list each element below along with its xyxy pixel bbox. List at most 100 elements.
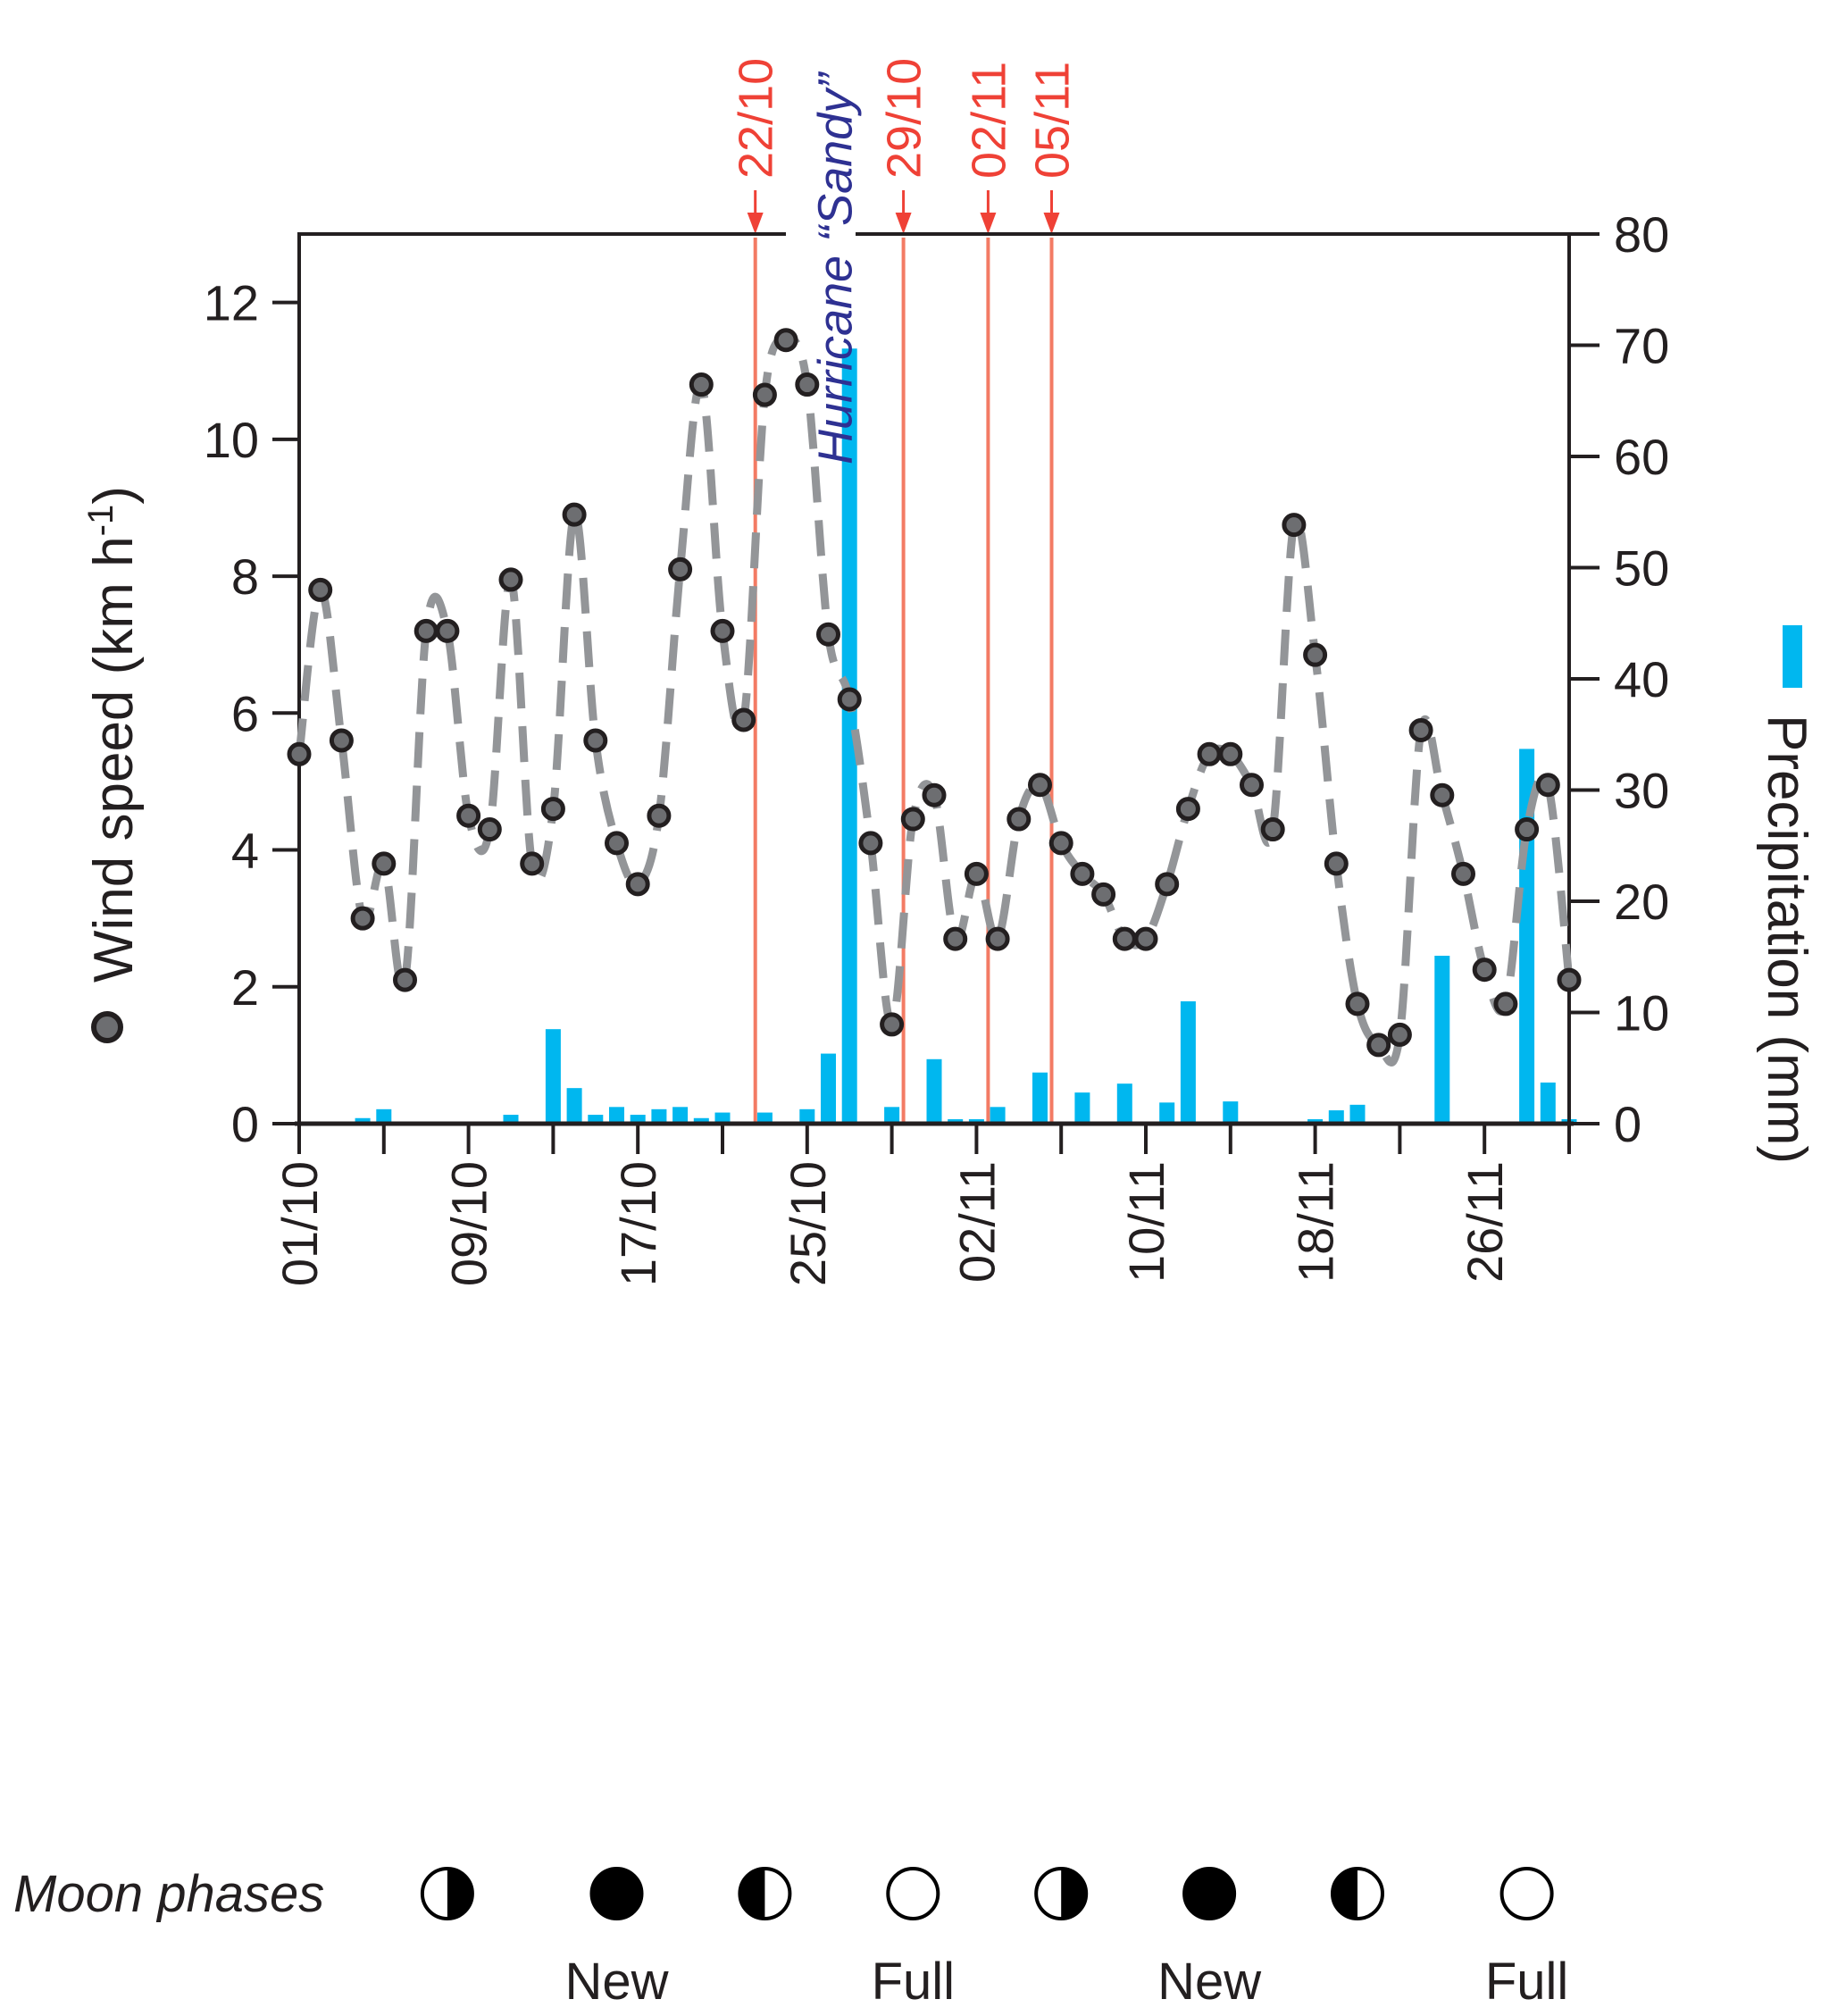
right-y-tick-label: 10 xyxy=(1614,985,1669,1041)
wind-speed-point xyxy=(1240,773,1264,798)
wind-speed-point xyxy=(1197,741,1222,766)
right-y-tick-label: 70 xyxy=(1614,318,1669,374)
new-moon-icon xyxy=(1182,1867,1237,1920)
wind-speed-point xyxy=(393,967,417,992)
moon-shade xyxy=(739,1869,765,1919)
wind-speed-point xyxy=(1345,991,1370,1016)
wind-speed-point xyxy=(1366,1033,1391,1058)
precip-bar xyxy=(1032,1072,1048,1124)
wind-speed-point xyxy=(1155,872,1180,897)
precip-bar xyxy=(693,1117,709,1124)
wind-legend-marker-icon xyxy=(91,1011,123,1043)
wind-speed-point xyxy=(1133,926,1158,951)
wind-speed-point xyxy=(773,328,798,353)
first-quarter-moon-icon xyxy=(738,1867,792,1920)
wind-speed-point xyxy=(287,741,312,766)
close-paren: ) xyxy=(83,486,145,505)
moon-phase-name: New xyxy=(1157,1953,1262,2011)
wind-speed-point xyxy=(413,618,439,643)
wind-speed-point xyxy=(308,577,333,602)
last-quarter-moon-icon xyxy=(1034,1867,1089,1920)
wind-speed-point xyxy=(900,807,925,832)
left-y-tick-label: 12 xyxy=(204,275,259,331)
precip-bar xyxy=(355,1117,371,1124)
left-y-tick-label: 4 xyxy=(231,823,259,879)
precip-bar xyxy=(841,348,857,1124)
wind-speed-point xyxy=(1282,513,1307,538)
left-y-tick-label: 6 xyxy=(231,685,259,741)
precip-bar xyxy=(545,1029,561,1124)
moon-phase-name: Full xyxy=(872,1953,955,2011)
wind-speed-point xyxy=(1557,967,1582,992)
moon-phases-title: Moon phases xyxy=(13,1865,324,1923)
wind-speed-point xyxy=(1303,642,1328,667)
left-y-tick-label: 10 xyxy=(204,412,259,468)
precip-bar xyxy=(672,1107,689,1124)
precip-bar xyxy=(1223,1101,1239,1124)
x-tick-label: 18/11 xyxy=(1288,1161,1344,1283)
precip-bar xyxy=(1180,1001,1196,1124)
right-y-tick-label: 0 xyxy=(1614,1096,1641,1152)
x-tick-label: 17/10 xyxy=(610,1161,666,1286)
x-tick-label: 02/11 xyxy=(948,1161,1005,1283)
right-y-tick-label: 60 xyxy=(1614,429,1669,485)
wind-speed-point xyxy=(1175,797,1200,822)
wind-speed-point xyxy=(795,372,820,397)
moon-disc xyxy=(589,1867,644,1920)
last-quarter-moon-icon xyxy=(420,1867,474,1920)
precip-bar xyxy=(609,1107,624,1124)
right-axis-title-group: Precipitation (mm) xyxy=(1756,625,1817,1164)
wind-speed-point xyxy=(647,803,672,828)
x-tick-label: 09/10 xyxy=(441,1161,497,1286)
wind-speed-point xyxy=(1028,773,1052,798)
wind-speed-point xyxy=(562,502,587,527)
wind-speed-line xyxy=(295,335,1574,1067)
wind-speed-point xyxy=(710,618,735,643)
moon-shade xyxy=(1332,1869,1357,1919)
wind-speed-point xyxy=(1218,741,1243,766)
wind-speed-point xyxy=(498,567,523,592)
wind-speed-point xyxy=(1472,958,1497,983)
wind-speed-point xyxy=(625,872,650,897)
wind-speed-point xyxy=(985,926,1010,951)
precip-bar xyxy=(1434,956,1450,1124)
precip-legend-marker-icon xyxy=(1783,625,1802,688)
precip-bar xyxy=(926,1058,942,1124)
wind-speed-point xyxy=(605,831,629,856)
wind-speed-point xyxy=(1048,831,1073,856)
wind-speed-point xyxy=(668,556,693,581)
axis-ticks xyxy=(272,232,1600,1154)
left-axis-title: Wind speed (km h-1) xyxy=(81,486,145,983)
wind-speed-point xyxy=(880,1012,905,1037)
full-moon-icon xyxy=(1499,1867,1554,1920)
precip-bar xyxy=(821,1053,836,1124)
wind-speed-point xyxy=(435,618,460,643)
x-tick-label: 01/10 xyxy=(271,1161,328,1286)
precip-bar xyxy=(376,1108,392,1124)
event-date-label: 29/10 xyxy=(878,58,931,179)
moon-phase-name: New xyxy=(564,1953,669,2011)
wind-speed-point xyxy=(1070,861,1095,886)
wind-speed-point xyxy=(456,803,481,828)
wind-speed-series xyxy=(287,328,1582,1067)
unit-superscript: -1 xyxy=(81,505,121,537)
event-date-label: 02/11 xyxy=(962,62,1015,179)
moon-shade xyxy=(1061,1869,1087,1919)
moon-phase-name: Full xyxy=(1485,1953,1568,2011)
wind-speed-point xyxy=(583,728,608,753)
wind-speed-point xyxy=(372,851,397,876)
down-arrow-icon xyxy=(895,213,912,234)
wind-speed-point xyxy=(1493,991,1518,1016)
first-quarter-moon-icon xyxy=(1331,1867,1384,1920)
precip-bar xyxy=(756,1112,773,1124)
moon-disc xyxy=(886,1867,940,1920)
wind-speed-point xyxy=(752,382,777,407)
wind-speed-point xyxy=(1260,817,1285,842)
wind-speed-point xyxy=(922,782,947,807)
event-date-label: 22/10 xyxy=(730,58,783,179)
left-y-tick-label: 8 xyxy=(231,548,259,605)
right-y-tick-label: 20 xyxy=(1614,874,1669,930)
wind-speed-point xyxy=(964,861,989,886)
moon-phases-row: Moon phases New Full New Full xyxy=(13,1865,1568,2011)
